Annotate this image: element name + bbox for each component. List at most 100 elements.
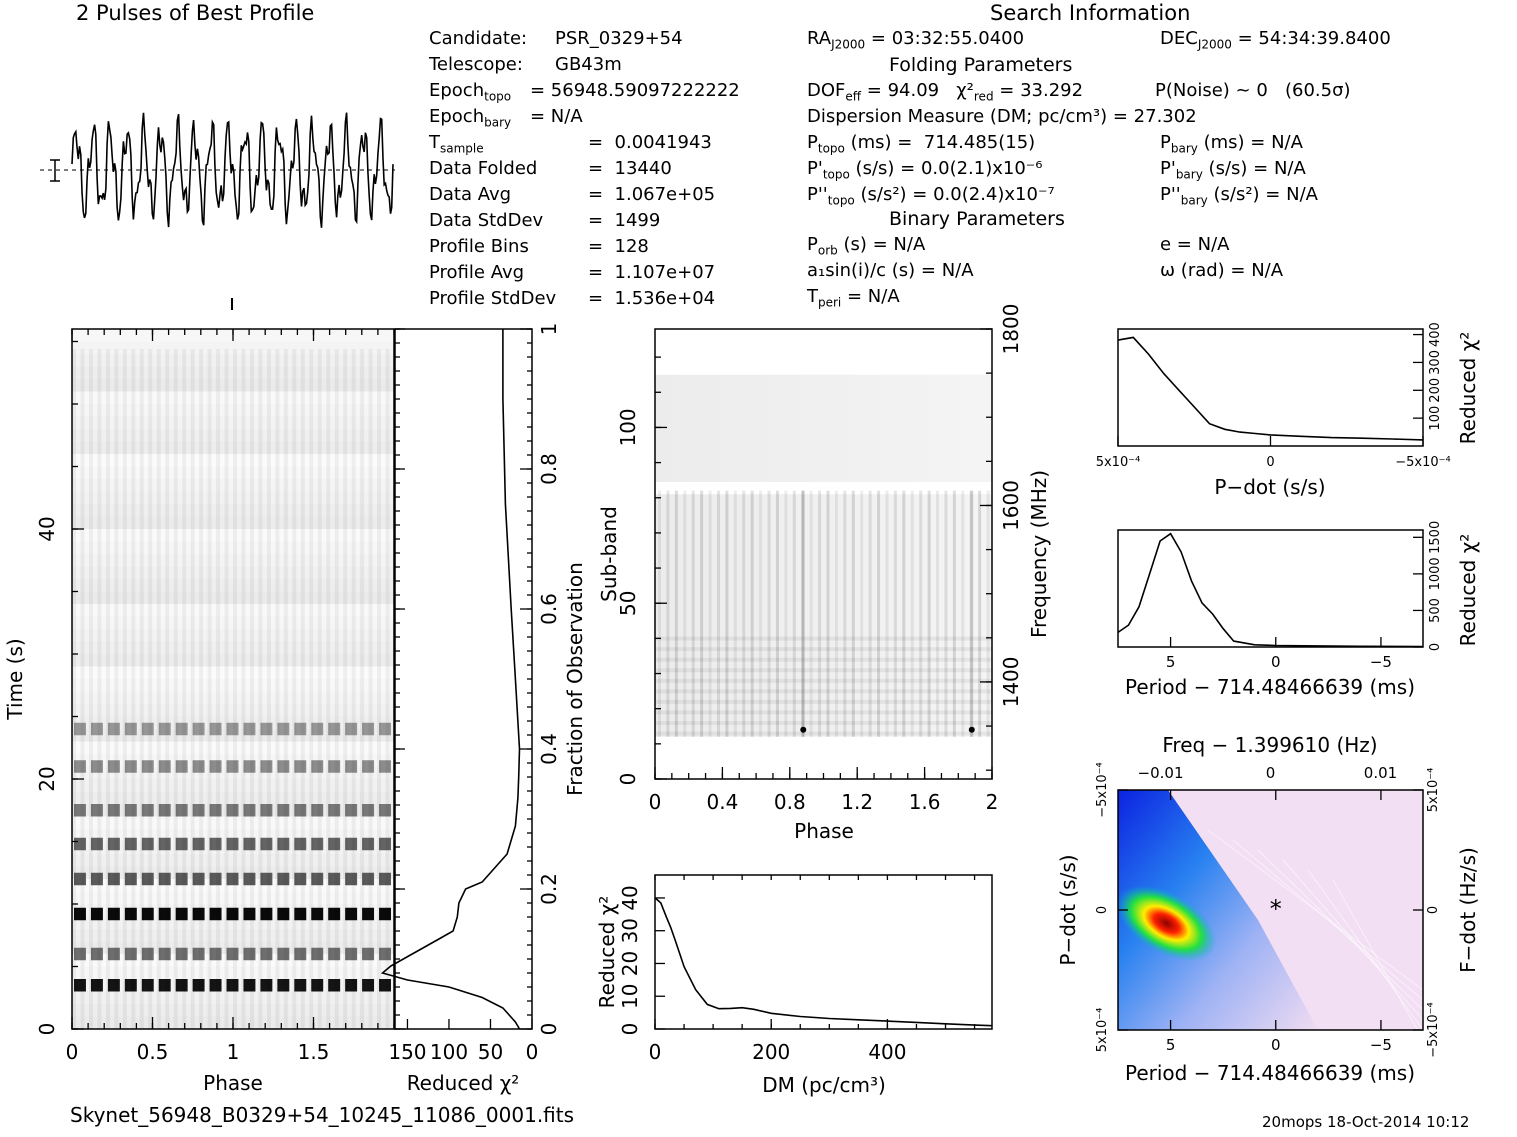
x2-tick-label: 0: [1266, 764, 1276, 782]
dm-curve-panel: 0 200 400 0 10 20 30 40 DM (pc/cm³) Reduced χ²: [595, 874, 993, 1097]
ppdot-title: Freq − 1.399610 (Hz): [1162, 733, 1377, 757]
heatmap-cell: [311, 872, 324, 886]
heatmap-cell: [90, 760, 103, 773]
y-tick-label: 1: [537, 323, 561, 336]
heatmap-row: [72, 679, 394, 692]
search-pnoise: P(Noise) ~ 0 (60.5σ): [1155, 80, 1351, 101]
heatmap-cell: [328, 804, 341, 817]
x-axis-label: P−dot (s/s): [1214, 475, 1325, 499]
subband-stripe: [750, 490, 754, 737]
heatmap-cell: [362, 722, 375, 736]
chi-time-series: [380, 329, 521, 1030]
x-tick-label: 0.8: [774, 790, 806, 814]
search-info-title: Search Information: [990, 1, 1191, 25]
y-tick-label: 200: [1428, 378, 1443, 403]
heatmap-cell: [362, 804, 375, 817]
heatmap-row: [72, 779, 394, 792]
heatmap-cell: [328, 760, 341, 773]
chi-vs-time-panel: 150 100 50 0 0 0.2 0.4 0.6 0.8 1 Reduced χ² Fractio…: [380, 323, 587, 1095]
heatmap-cell: [175, 804, 188, 817]
subband-row: [655, 720, 992, 725]
x2-tick-label: −0.01: [1138, 764, 1184, 782]
heatmap-cell: [379, 837, 391, 851]
heatmap-cell: [141, 760, 154, 773]
y2-tick-label: 0: [1426, 906, 1441, 914]
heatmap-cell: [226, 947, 239, 961]
heatmap-cell: [277, 979, 290, 992]
heatmap-cell: [243, 947, 256, 961]
y-axis-label: Time (s): [3, 638, 27, 720]
y-axis-label: Sub-band: [597, 506, 621, 602]
heatmap-cell: [260, 804, 273, 817]
subband-row: [655, 689, 992, 694]
heatmap-cell: [294, 804, 307, 817]
heatmap-cell: [311, 837, 324, 851]
ppdot-center-marker: *: [1270, 895, 1282, 923]
heatmap-row: [72, 516, 394, 529]
heatmap-stripe: [385, 349, 390, 1029]
y-tick-label: 400: [1428, 322, 1443, 347]
heatmap-cell: [294, 947, 307, 961]
heatmap-cell: [158, 979, 171, 992]
subband-stripe: [818, 490, 822, 737]
heatmap-row: [72, 441, 394, 454]
heatmap-cell: [90, 872, 103, 886]
heatmap-stripe: [292, 349, 297, 1029]
heatmap-row: [72, 479, 394, 492]
y-tick-label: 0.4: [537, 733, 561, 765]
heatmap-cell: [141, 804, 154, 817]
heatmap-cell: [362, 837, 375, 851]
heatmap-cell: [260, 760, 273, 773]
x-tick-label: 0: [526, 1040, 539, 1064]
x-tick-label: 1.5: [298, 1040, 330, 1064]
subband-stripe: [885, 490, 889, 737]
heatmap-stripe: [105, 349, 110, 1029]
heatmap-stripe: [88, 349, 93, 1029]
heatmap-cell: [209, 722, 222, 736]
subband-stripe: [784, 490, 788, 737]
x-tick-label: 5: [1166, 1036, 1176, 1054]
heatmap-cell: [379, 907, 391, 921]
x-tick-label: 0: [649, 790, 662, 814]
subband-stripe: [683, 490, 687, 737]
y-tick-label: 10: [618, 984, 642, 1009]
search-a1: a₁sin(i)/c (s) = N/A: [807, 260, 974, 281]
heatmap-cell: [192, 979, 205, 992]
heatmap-cell: [90, 722, 103, 736]
x-tick-label: 5x10⁻⁴: [1096, 455, 1141, 470]
heatmap-cell: [141, 947, 154, 961]
heatmap-cell: [124, 837, 137, 851]
heatmap-cell: [328, 837, 341, 851]
subband-hotspot: [800, 726, 807, 733]
heatmap-stripe: [80, 349, 85, 1029]
profile-panel: [40, 112, 395, 310]
heatmap-cell: [175, 872, 188, 886]
search-ptopo: Ptopo (ms) = 714.485(15): [807, 132, 1036, 156]
heatmap-cell: [345, 947, 358, 961]
y-tick-label: 0: [618, 1023, 642, 1036]
heatmap-cell: [209, 947, 222, 961]
heatmap-cell: [141, 837, 154, 851]
subband-row: [655, 636, 992, 641]
y-tick-label: 0: [616, 773, 640, 786]
heatmap-row: [72, 616, 394, 629]
subband-stripe: [716, 490, 720, 737]
heatmap-cell: [74, 947, 86, 961]
heatmap-cell: [362, 947, 375, 961]
heatmap-cell: [277, 947, 290, 961]
heatmap-cell: [226, 837, 239, 851]
heatmap-cell: [124, 722, 137, 736]
subband-stripe: [801, 490, 805, 737]
y2-tick-label: 1600: [999, 480, 1023, 531]
search-porb: Porb (s) = N/A: [807, 234, 926, 258]
subband-pulse-line: [801, 490, 805, 737]
y-tick-label: 40: [35, 516, 59, 541]
heatmap-cell: [192, 804, 205, 817]
heatmap-cell: [74, 907, 86, 921]
heatmap-cell: [345, 804, 358, 817]
heatmap-cell: [107, 872, 120, 886]
heatmap-cell: [107, 760, 120, 773]
candidate-value: GB43m: [555, 54, 622, 75]
y-axis-label: Fraction of Observation: [563, 562, 587, 796]
